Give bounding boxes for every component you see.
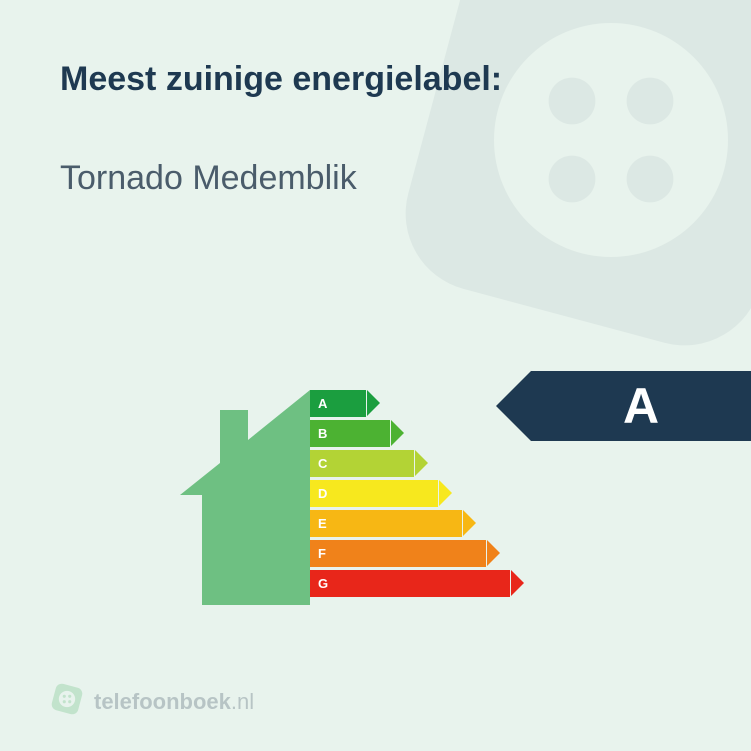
bar-letter: F: [318, 546, 326, 561]
footer-text: telefoonboek.nl: [94, 689, 254, 715]
title: Meest zuinige energielabel:: [60, 60, 691, 99]
bar-letter: G: [318, 576, 328, 591]
energy-bars: ABCDEFG: [310, 390, 510, 600]
rating-badge: A: [531, 371, 751, 441]
bar-letter: A: [318, 396, 327, 411]
energy-bar-g: G: [310, 570, 510, 597]
house-icon: [180, 390, 310, 610]
bar-letter: B: [318, 426, 327, 441]
energy-bar-f: F: [310, 540, 510, 567]
bar-letter: D: [318, 486, 327, 501]
energy-bar-d: D: [310, 480, 510, 507]
energy-bar-c: C: [310, 450, 510, 477]
energy-label-chart: ABCDEFG A: [0, 370, 751, 620]
bar-letter: C: [318, 456, 327, 471]
energy-bar-b: B: [310, 420, 510, 447]
footer-icon: [50, 682, 84, 721]
energy-bar-a: A: [310, 390, 510, 417]
energy-bar-e: E: [310, 510, 510, 537]
bar-letter: E: [318, 516, 327, 531]
rating-letter: A: [623, 377, 659, 435]
subtitle: Tornado Medemblik: [60, 159, 691, 198]
footer-logo: telefoonboek.nl: [50, 682, 254, 721]
